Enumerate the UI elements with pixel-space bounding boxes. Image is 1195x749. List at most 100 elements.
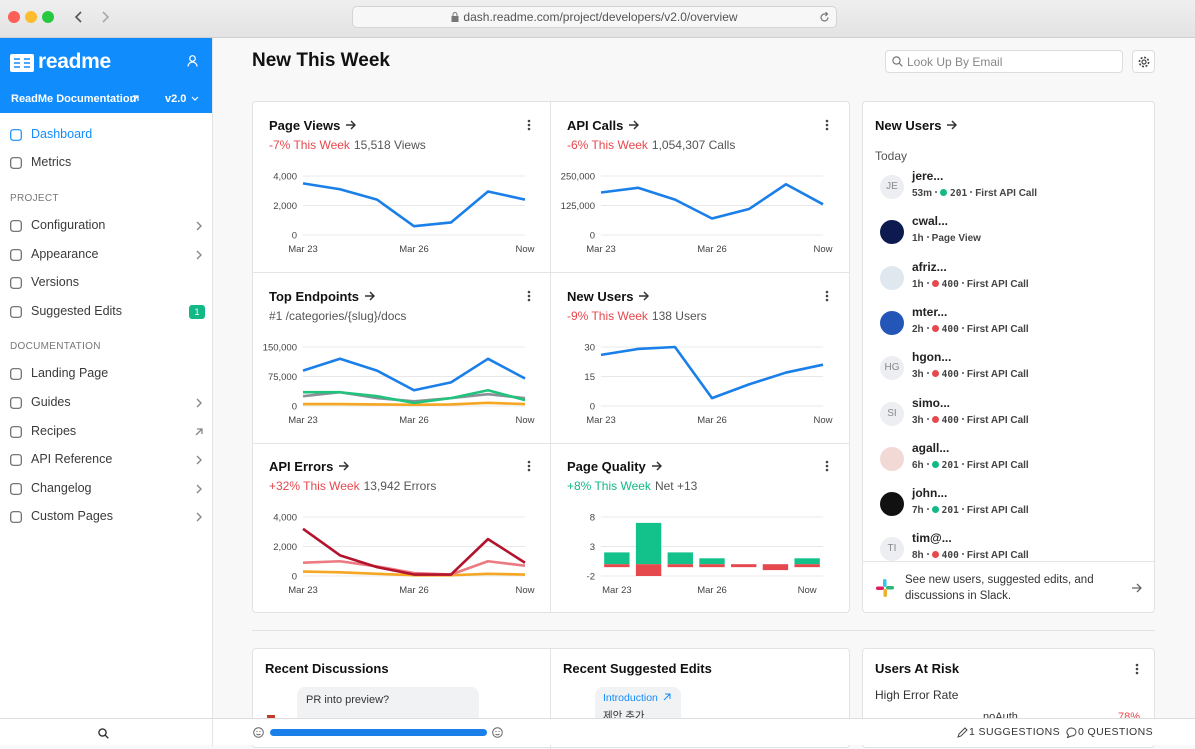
nav-item[interactable]: Appearance bbox=[31, 247, 99, 261]
user-row[interactable]: SI simo... 3h 400 First API Call bbox=[863, 394, 1154, 434]
icon-part bbox=[1066, 727, 1077, 738]
user-meta: 53m 201 First API Call bbox=[912, 188, 1037, 199]
metric-card: Page Views -7% This Week 15,518 Views 0 2,00… bbox=[253, 102, 551, 273]
panel-menu[interactable] bbox=[1135, 663, 1139, 675]
page-title: New This Week bbox=[252, 50, 390, 71]
icon-part bbox=[196, 484, 202, 494]
icon-part bbox=[25, 11, 37, 23]
search-box[interactable]: Look Up By Email bbox=[885, 50, 1123, 73]
user-row[interactable]: agall... 6h 201 First API Call bbox=[863, 439, 1154, 479]
bar bbox=[604, 552, 630, 565]
card-menu[interactable] bbox=[527, 460, 531, 472]
nav-item[interactable]: Custom Pages bbox=[31, 509, 113, 523]
nav-item[interactable]: Suggested Edits bbox=[31, 304, 123, 318]
x-tick-label: Now bbox=[813, 244, 832, 255]
event: First API Call bbox=[966, 278, 1029, 290]
user-row[interactable]: mter... 2h 400 First API Call bbox=[863, 303, 1154, 343]
user-row[interactable]: JE jere... 53m 201 First API Call bbox=[863, 167, 1154, 207]
user-row[interactable]: cwal... 1h Page View bbox=[863, 212, 1154, 252]
feedback-bar[interactable] bbox=[270, 729, 487, 736]
icon-part bbox=[8, 11, 20, 23]
card-title[interactable]: API Calls bbox=[567, 118, 624, 133]
status-code: 400 bbox=[941, 278, 959, 290]
user-row[interactable]: TI tim@... 8h 400 First API Call bbox=[863, 529, 1154, 561]
icon-part bbox=[876, 586, 884, 590]
icon-part bbox=[825, 464, 829, 468]
group-label: Today bbox=[875, 149, 908, 163]
logo-icon bbox=[10, 54, 34, 72]
user-row[interactable]: john... 7h 201 First API Call bbox=[863, 484, 1154, 524]
card-title[interactable]: Top Endpoints bbox=[269, 289, 360, 304]
card-menu[interactable] bbox=[825, 460, 829, 472]
x-tick-label: Mar 23 bbox=[586, 415, 616, 426]
metric-card: Page Quality +8% This Week Net +13 -2 3 8 Mar … bbox=[551, 443, 849, 612]
search-button[interactable] bbox=[98, 728, 109, 739]
slack-promo[interactable]: See new users, suggested edits, and disc… bbox=[863, 561, 1154, 612]
nav-item[interactable]: Recipes bbox=[31, 424, 77, 438]
y-tick-label: 2,000 bbox=[273, 542, 297, 553]
nav-item[interactable]: Metrics bbox=[31, 155, 72, 169]
icon-part bbox=[196, 455, 202, 465]
panel-title[interactable]: New Users bbox=[875, 118, 942, 133]
card-subtitle: -6% This Week 1,054,307 Calls bbox=[567, 138, 735, 152]
back-button[interactable] bbox=[73, 11, 83, 23]
nav-item[interactable]: Configuration bbox=[31, 218, 106, 232]
nav-item[interactable]: Versions bbox=[31, 275, 79, 289]
user-name: afriz... bbox=[912, 259, 947, 274]
nav-external bbox=[195, 428, 203, 436]
new-users-panel: New Users Today JE jere... 53m 201 First API C… bbox=[862, 101, 1155, 613]
external-icon bbox=[663, 693, 671, 701]
icon-part bbox=[527, 123, 531, 127]
icon-part bbox=[10, 397, 22, 409]
time: 7h bbox=[912, 505, 924, 517]
nav-heading: DOCUMENTATION bbox=[10, 341, 101, 352]
y-tick-label: -2 bbox=[587, 572, 595, 583]
sad-face[interactable] bbox=[253, 727, 264, 738]
card-menu[interactable] bbox=[527, 119, 531, 131]
card-subtitle: +32% This Week 13,942 Errors bbox=[269, 479, 436, 493]
reload-icon[interactable] bbox=[819, 12, 830, 23]
card-subtitle: #1 /categories/{slug}/docs bbox=[269, 309, 406, 323]
forward-button[interactable] bbox=[101, 11, 111, 23]
nav-icon bbox=[10, 306, 22, 318]
card-menu[interactable] bbox=[527, 290, 531, 302]
card-title[interactable]: API Errors bbox=[269, 459, 334, 474]
nav-item[interactable]: API Reference bbox=[31, 452, 113, 466]
icon-part bbox=[10, 54, 34, 72]
x-tick-label: Mar 23 bbox=[586, 244, 616, 255]
card-title-row: API Calls bbox=[567, 118, 640, 133]
card-title[interactable]: Page Views bbox=[269, 118, 341, 133]
icon-part bbox=[527, 294, 531, 298]
card-menu[interactable] bbox=[825, 119, 829, 131]
icon-part bbox=[451, 16, 459, 22]
suggestions-count[interactable]: 1 SUGGESTIONS bbox=[969, 726, 1060, 738]
card-menu[interactable] bbox=[825, 290, 829, 302]
x-tick-label: Mar 23 bbox=[288, 244, 318, 255]
nav-item[interactable]: Dashboard bbox=[31, 127, 93, 141]
version[interactable]: v2.0 bbox=[165, 93, 187, 105]
y-tick-label: 30 bbox=[584, 343, 595, 354]
event: First API Call bbox=[966, 369, 1029, 381]
questions-count[interactable]: 0 QUESTIONS bbox=[1078, 726, 1153, 738]
url-box[interactable]: dash.readme.com/project/developers/v2.0/… bbox=[352, 6, 837, 28]
card-title[interactable]: Page Quality bbox=[567, 459, 646, 474]
nav-item[interactable]: Changelog bbox=[31, 481, 92, 495]
y-tick-label: 3 bbox=[590, 542, 595, 553]
icon-part bbox=[195, 428, 203, 436]
icon-part bbox=[10, 368, 22, 380]
icon-part bbox=[527, 464, 531, 468]
x-tick-label: Mar 23 bbox=[288, 415, 318, 426]
user-icon[interactable] bbox=[187, 55, 198, 67]
nav-icon bbox=[10, 368, 22, 380]
nav-item[interactable]: Guides bbox=[31, 395, 71, 409]
nav-item[interactable]: Landing Page bbox=[31, 366, 109, 380]
nav-icon bbox=[10, 454, 22, 466]
icon-part bbox=[527, 290, 531, 294]
bar bbox=[604, 564, 630, 568]
settings-button[interactable] bbox=[1132, 50, 1155, 73]
user-row[interactable]: afriz... 1h 400 First API Call bbox=[863, 258, 1154, 298]
project-name[interactable]: ReadMe Documentation bbox=[11, 93, 137, 105]
card-title[interactable]: New Users bbox=[567, 289, 634, 304]
user-row[interactable]: HG hgon... 3h 400 First API Call bbox=[863, 348, 1154, 388]
happy-face[interactable] bbox=[492, 727, 503, 738]
